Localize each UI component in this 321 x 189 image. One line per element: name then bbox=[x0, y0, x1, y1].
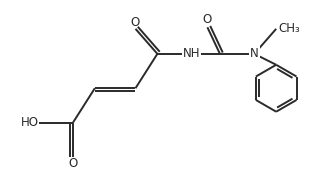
Text: NH: NH bbox=[183, 47, 201, 60]
Text: O: O bbox=[68, 157, 78, 170]
Text: O: O bbox=[131, 16, 140, 29]
Text: N: N bbox=[250, 47, 259, 60]
Text: CH₃: CH₃ bbox=[279, 22, 300, 35]
Text: O: O bbox=[203, 13, 212, 26]
Text: HO: HO bbox=[21, 116, 39, 129]
